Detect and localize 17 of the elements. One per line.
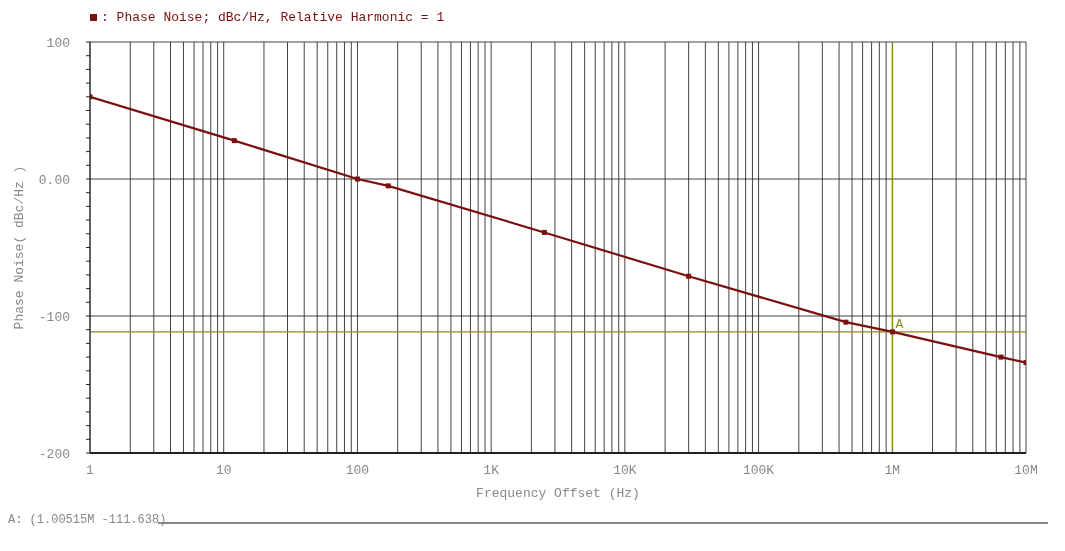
text: A: (1.00515M -111.638) xyxy=(8,513,168,527)
y-axis-title: Phase Noise( dBc/Hz ) xyxy=(11,165,27,330)
legend-label: : Phase Noise; dBc/Hz, Relative Harmonic = 1 xyxy=(101,10,445,25)
ref-line-label: A xyxy=(895,316,904,332)
y-tick-label: -200 xyxy=(38,446,70,462)
x-tick-label: 1 xyxy=(86,463,95,479)
x-tick-label: 10K xyxy=(613,463,637,479)
x-tick-label: 10M xyxy=(1014,463,1038,479)
y-tick-label: 100 xyxy=(46,35,70,51)
x-tick-label: 100K xyxy=(742,463,775,479)
x-tick-label: 10 xyxy=(215,463,232,479)
x-tick-label: 1M xyxy=(884,463,901,479)
x-axis-title: Frequency Offset (Hz) xyxy=(476,486,640,501)
x-tick-label: 1K xyxy=(483,463,500,479)
x-tick-label: 100 xyxy=(345,463,370,479)
y-tick-label: 0.00 xyxy=(38,172,70,188)
y-tick-label: -100 xyxy=(38,309,70,325)
